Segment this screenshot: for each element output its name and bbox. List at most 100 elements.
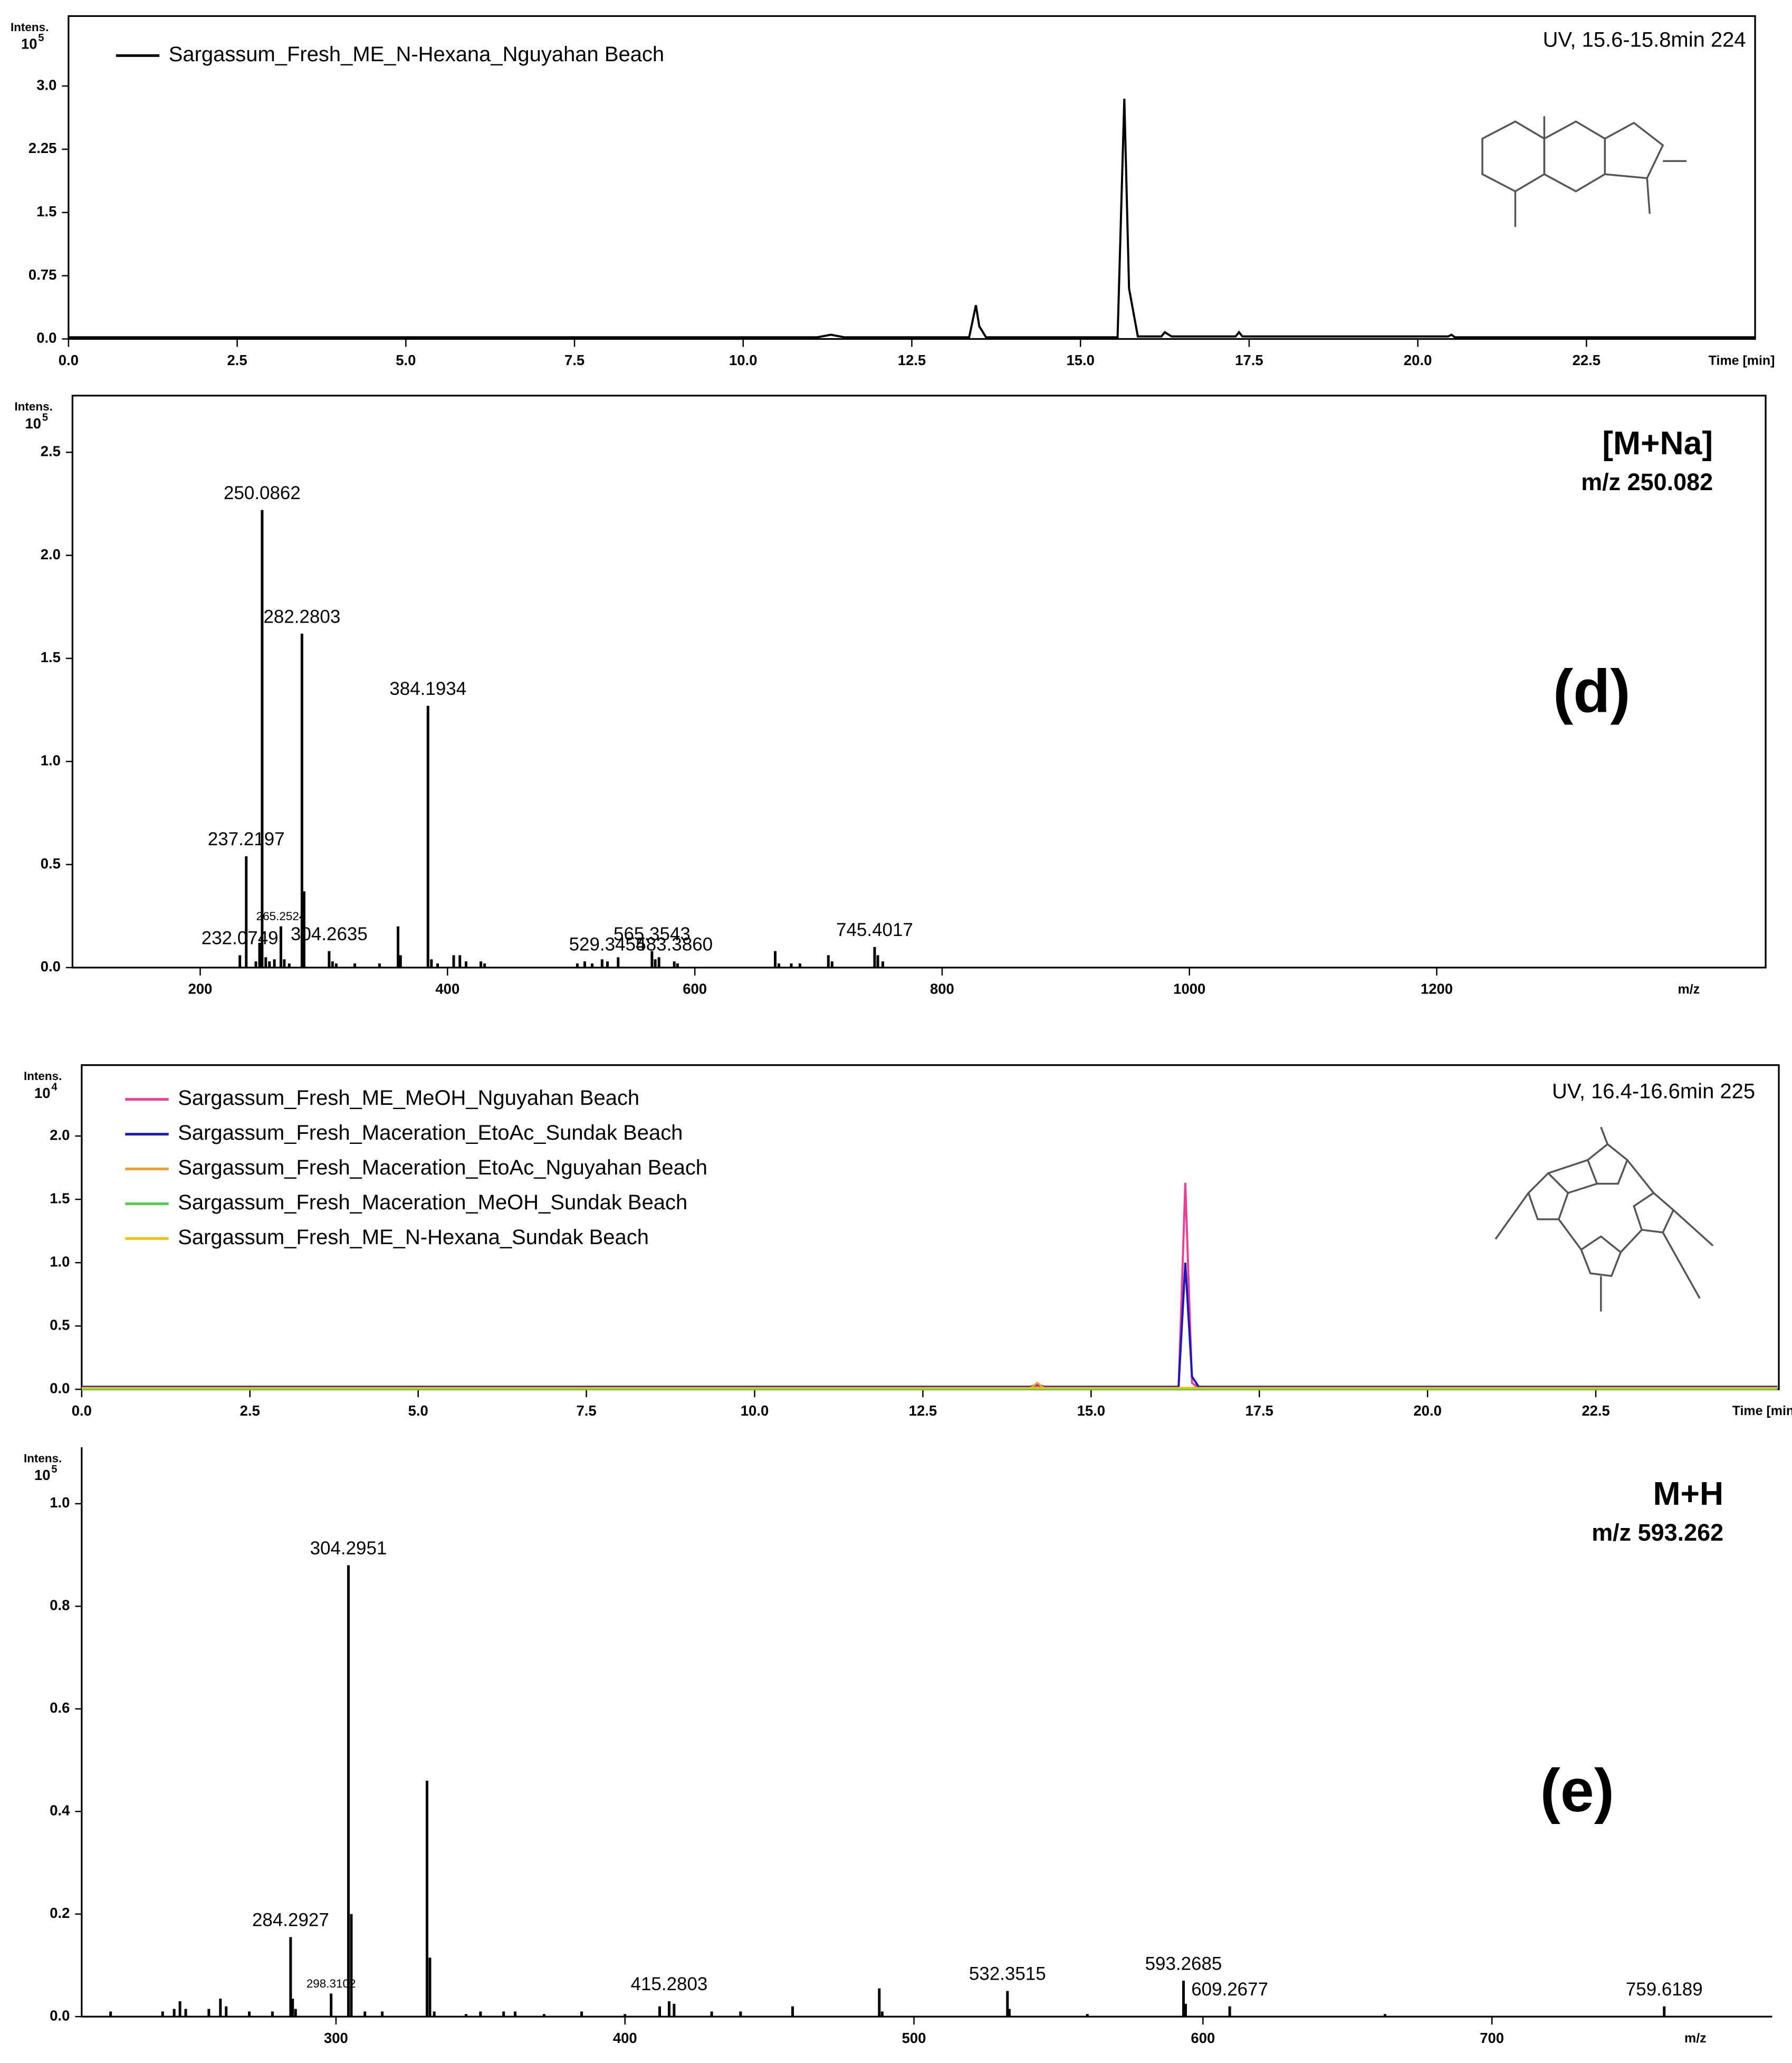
- peak: [350, 1914, 353, 2017]
- peak: [878, 1988, 881, 2017]
- peak: [710, 2011, 713, 2017]
- peak: [542, 2014, 545, 2017]
- peak: [254, 961, 257, 968]
- series-line: [68, 98, 1756, 339]
- annotation: UV, 16.4-16.6min 225: [1552, 1080, 1755, 1103]
- x-axis-label: Time [min]: [1709, 353, 1775, 368]
- y-multiplier: 10: [25, 415, 41, 432]
- peak: [291, 1999, 294, 2017]
- x-tick-label: 200: [188, 981, 213, 997]
- plot-frame: [71, 395, 1767, 969]
- peak: [300, 634, 303, 968]
- peak: [576, 963, 579, 968]
- panel-label: (e): [1540, 1757, 1614, 1825]
- x-tick-label: 22.5: [1573, 352, 1601, 368]
- peak: [657, 957, 660, 968]
- peak: [658, 2006, 661, 2017]
- peak-label: 284.2927: [252, 1910, 329, 1931]
- peak: [591, 963, 594, 968]
- panel: Intens. 10 5 0.0 0.2 0.4 0.6 0.8 1.0 300 400 500 600…: [24, 1447, 1772, 2046]
- x-tick-label: 400: [613, 2030, 637, 2046]
- y-tick-label: 0.5: [50, 1316, 70, 1333]
- y-tick-label: 1.5: [41, 649, 61, 665]
- peak-label: 265.2524: [256, 910, 306, 923]
- peak: [1663, 2006, 1666, 2017]
- peak: [773, 951, 777, 968]
- annotation: UV, 15.6-15.8min 224: [1543, 28, 1746, 51]
- peak-label: 415.2803: [631, 1974, 708, 1994]
- peak: [353, 963, 357, 968]
- y-exponent: 5: [51, 1464, 57, 1475]
- peak: [514, 2011, 517, 2017]
- x-tick-label: 10.0: [741, 1402, 769, 1419]
- y-exponent: 5: [38, 32, 44, 44]
- peak: [334, 963, 338, 968]
- y-tick-label: 0.4: [50, 1802, 70, 1819]
- peak-label: 237.2197: [208, 829, 285, 849]
- peak: [600, 959, 603, 968]
- series-line: [81, 1263, 1778, 1388]
- x-tick-label: 10.0: [729, 352, 757, 368]
- x-tick-label: 12.5: [898, 352, 926, 368]
- x-tick-label: 20.0: [1404, 352, 1432, 368]
- peak: [502, 2011, 505, 2017]
- y-tick-label: 3.0: [36, 77, 56, 93]
- peak: [279, 926, 282, 968]
- peak-label: 532.3515: [969, 1964, 1046, 1984]
- peak: [790, 963, 793, 968]
- peak: [654, 959, 657, 968]
- y-exponent: 5: [42, 412, 48, 424]
- x-tick-label: 600: [683, 981, 707, 997]
- y-tick-label: 1.5: [50, 1190, 70, 1206]
- panel: Intens. 10 5 0.0 0.75 1.5 2.25 3.0 0.0 2.5 5.0 7.5 1…: [11, 15, 1775, 368]
- peak: [161, 2011, 164, 2017]
- peak: [219, 1999, 222, 2017]
- peak: [273, 959, 276, 968]
- peak: [302, 891, 305, 968]
- peak: [428, 1957, 432, 2017]
- x-tick-label: 700: [1480, 2030, 1504, 2046]
- peak: [399, 955, 402, 968]
- peak: [480, 961, 483, 968]
- x-tick-label: 400: [435, 981, 459, 997]
- peak: [397, 926, 400, 968]
- y-tick-label: 0.2: [50, 1905, 70, 1921]
- peak: [880, 2011, 884, 2017]
- peak: [1184, 2003, 1187, 2017]
- y-tick-label: 2.0: [41, 546, 61, 562]
- y-axis-label: Intens.: [24, 1069, 62, 1083]
- peak: [328, 951, 331, 968]
- panel: Intens. 10 5 0.0 0.5 1.0 1.5 2.0 2.5 200 400 600 800…: [14, 395, 1767, 997]
- peak-label: 565.3543: [614, 924, 691, 944]
- peak: [617, 957, 620, 968]
- x-tick-label: 22.5: [1582, 1402, 1609, 1419]
- legend-label: Sargassum_Fresh_Maceration_EtoAc_Nguyaha…: [178, 1156, 707, 1179]
- peak-label: 745.4017: [836, 920, 913, 940]
- peak: [673, 961, 676, 968]
- x-tick-label: 5.0: [408, 1402, 428, 1419]
- peak: [245, 856, 248, 968]
- mz-label: m/z 593.262: [1592, 1519, 1723, 1546]
- peak: [347, 1565, 350, 2017]
- y-multiplier: 10: [21, 36, 37, 52]
- x-tick-label: 5.0: [396, 352, 416, 368]
- peak: [873, 947, 876, 968]
- peak: [258, 942, 261, 968]
- peak: [667, 2001, 670, 2017]
- y-tick-label: 0.0: [36, 330, 56, 346]
- peak: [676, 963, 679, 968]
- peak: [433, 2011, 436, 2017]
- y-tick-label: 1.5: [36, 203, 56, 219]
- y-tick-label: 0.8: [50, 1597, 70, 1613]
- panel: Intens. 10 4 0.0 0.5 1.0 1.5 2.0 0.0 2.5 5.0 7.5 10.…: [24, 1064, 1792, 1419]
- peak: [650, 951, 654, 968]
- peak: [1182, 1981, 1185, 2017]
- peak: [363, 2011, 367, 2017]
- peak: [378, 963, 381, 968]
- peak: [479, 2011, 482, 2017]
- peak: [483, 963, 486, 968]
- ion-label: M+H: [1653, 1475, 1724, 1512]
- peak: [464, 961, 467, 968]
